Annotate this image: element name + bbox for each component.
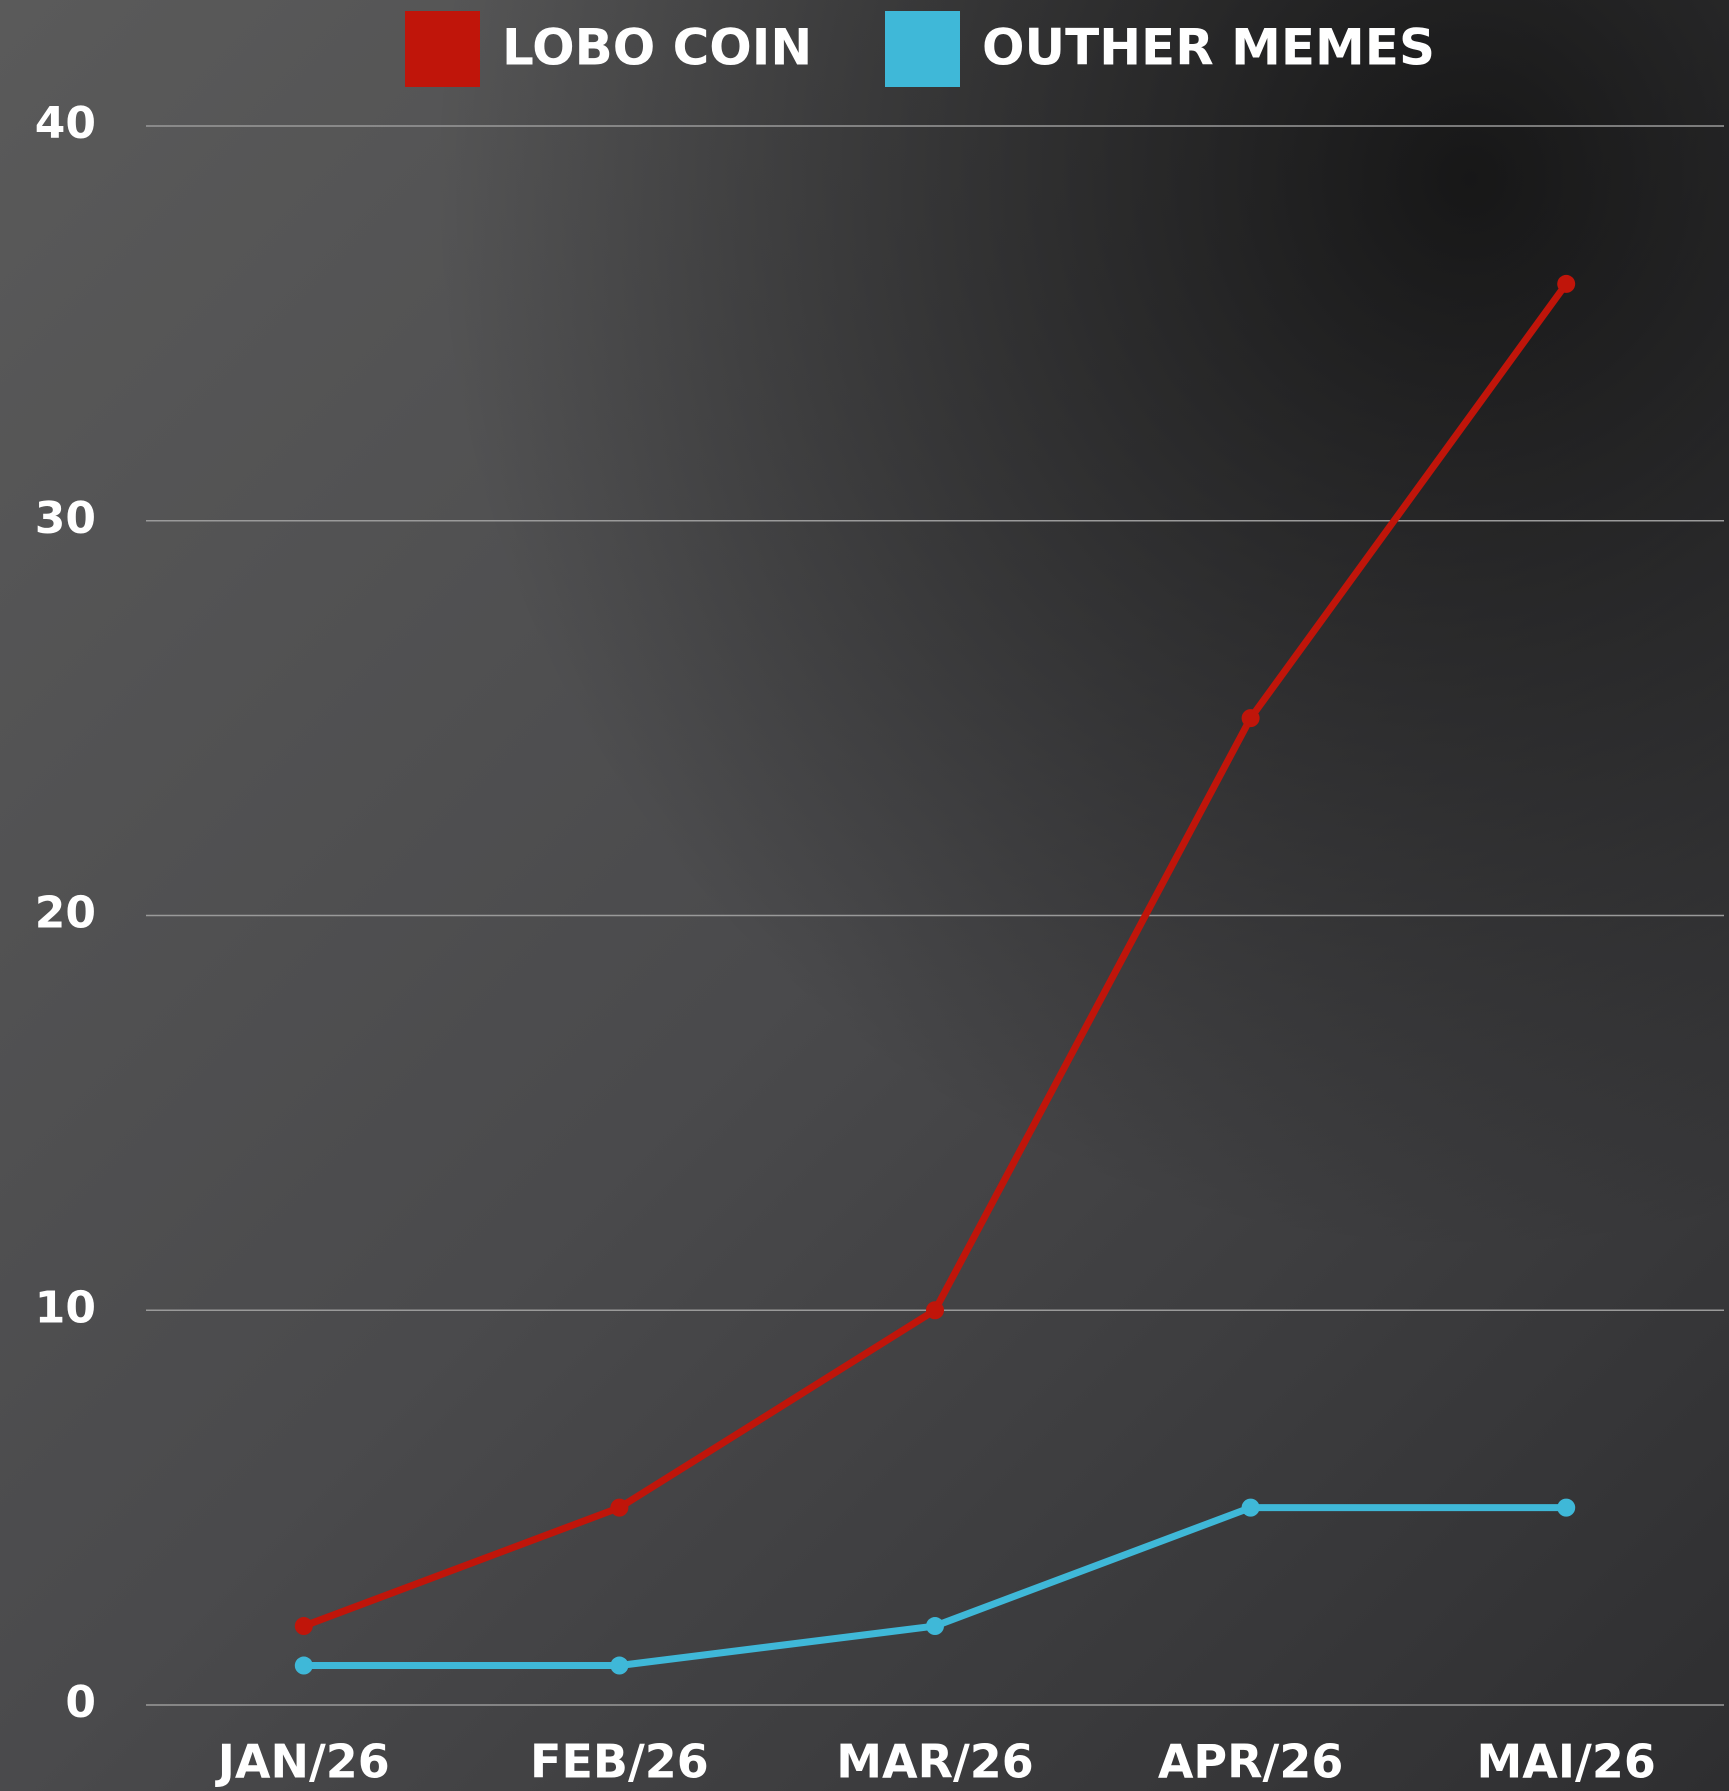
y-tick-label: 10 xyxy=(35,1282,96,1333)
legend-label: LOBO COIN xyxy=(502,19,812,77)
point xyxy=(295,1617,313,1635)
y-tick-label: 30 xyxy=(35,493,96,544)
point xyxy=(610,1657,628,1675)
point xyxy=(926,1617,944,1635)
point xyxy=(926,1301,944,1319)
point xyxy=(295,1657,313,1675)
x-tick-label: MAR/26 xyxy=(836,1735,1034,1789)
x-tick-label: FEB/26 xyxy=(530,1735,709,1789)
point xyxy=(1242,709,1260,727)
point xyxy=(1242,1499,1260,1517)
point xyxy=(610,1499,628,1517)
point xyxy=(1557,275,1575,293)
y-tick-label: 0 xyxy=(65,1677,96,1728)
y-tick-label: 40 xyxy=(35,98,96,149)
legend-swatch xyxy=(405,11,480,87)
x-tick-label: JAN/26 xyxy=(215,1735,390,1789)
background-shade xyxy=(0,0,1729,1791)
legend-label: OUTHER MEMES xyxy=(982,19,1435,77)
point xyxy=(1557,1499,1575,1517)
page: 0 10 20 30 40 JAN/26 FEB/26 MAR/26 APR/26 MAI/26 L… xyxy=(0,0,1729,1791)
chart: 0 10 20 30 40 JAN/26 FEB/26 MAR/26 APR/26 MAI/26 L… xyxy=(0,0,1729,1791)
legend-swatch xyxy=(885,11,960,87)
y-tick-label: 20 xyxy=(35,888,96,939)
x-tick-label: APR/26 xyxy=(1158,1735,1344,1789)
x-tick-label: MAI/26 xyxy=(1477,1735,1656,1789)
